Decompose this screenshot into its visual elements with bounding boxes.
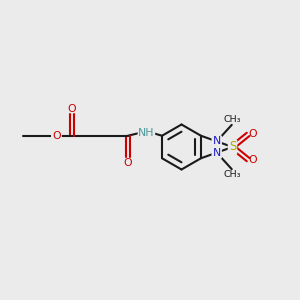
Text: O: O (124, 158, 132, 168)
Text: S: S (229, 140, 236, 154)
Text: O: O (249, 129, 257, 139)
Text: CH₃: CH₃ (224, 170, 241, 179)
Text: NH: NH (138, 128, 155, 138)
Text: N: N (213, 136, 221, 146)
Text: CH₃: CH₃ (224, 115, 241, 124)
Text: O: O (249, 155, 257, 165)
Text: N: N (213, 148, 221, 158)
Text: O: O (52, 131, 61, 141)
Text: O: O (68, 104, 76, 114)
